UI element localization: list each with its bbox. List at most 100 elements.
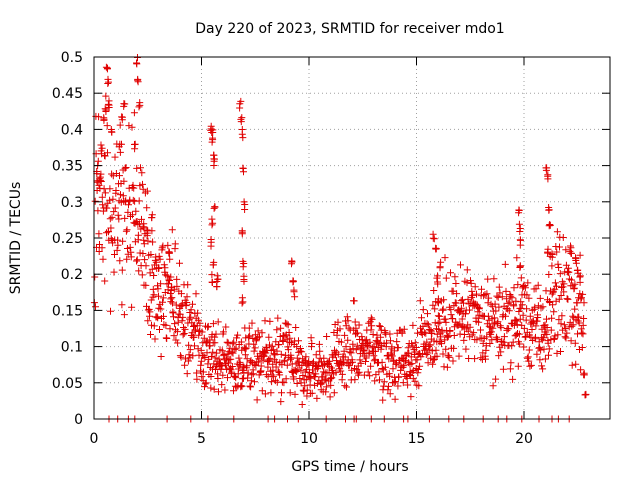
scatter-point (248, 319, 256, 327)
scatter-point (277, 398, 285, 406)
scatter-point (261, 317, 269, 325)
scatter-point (444, 332, 452, 340)
scatter-point (425, 346, 433, 354)
scatter-point (297, 345, 304, 352)
scatter-point (150, 322, 158, 330)
scatter-point (138, 169, 146, 177)
scatter-point (279, 338, 287, 345)
scatter-point (173, 328, 181, 336)
scatter-point (313, 394, 321, 402)
scatter-point (295, 348, 303, 356)
scatter-point (462, 345, 470, 353)
scatter-point (256, 333, 263, 341)
scatter-point (446, 327, 454, 334)
scatter-point (163, 335, 171, 342)
scatter-point (436, 318, 444, 326)
scatter-point (347, 349, 355, 357)
scatter-point (394, 344, 402, 352)
scatter-point (524, 279, 532, 287)
scatter-point (125, 122, 133, 130)
scatter-point (114, 241, 122, 249)
scatter-point (449, 357, 457, 365)
scatter-point (99, 201, 107, 209)
spike-point (208, 271, 216, 279)
y-tick-label: 0.35 (52, 159, 83, 175)
scatter-point (375, 368, 383, 376)
scatter-point (538, 362, 546, 370)
scatter-point (414, 369, 422, 377)
scatter-point (504, 305, 512, 313)
scatter-point (350, 297, 358, 305)
scatter-point (143, 204, 151, 212)
spike-point (239, 298, 247, 306)
scatter-point (496, 289, 504, 297)
scatter-point (466, 323, 474, 331)
scatter-point (351, 376, 359, 384)
scatter-point (450, 344, 458, 352)
scatter-point (343, 313, 351, 321)
scatter-point (404, 344, 412, 352)
scatter-point (423, 320, 431, 328)
scatter-point (196, 319, 204, 327)
scatter-point (575, 319, 583, 327)
spike-point (236, 104, 244, 112)
scatter-point (321, 376, 329, 384)
scatter-point (377, 345, 385, 353)
scatter-point (158, 244, 166, 252)
scatter-point (138, 215, 145, 223)
scatter-point (224, 374, 231, 382)
spike-point (289, 278, 297, 286)
scatter-point (221, 386, 229, 394)
scatter-point (362, 354, 370, 362)
scatter-point (189, 300, 196, 308)
scatter-point (470, 329, 478, 337)
spike-point (140, 224, 148, 232)
scatter-point (525, 346, 533, 354)
scatter-point (388, 343, 396, 351)
scatter-point (494, 318, 502, 326)
scatter-point (107, 224, 115, 232)
scatter-point (454, 321, 462, 329)
scatter-point (442, 274, 450, 282)
spike-point (542, 164, 550, 172)
scatter-point (381, 363, 389, 371)
scatter-point (244, 369, 252, 377)
scatter-point (498, 293, 506, 301)
scatter-point (492, 375, 500, 383)
scatter-point (135, 197, 143, 205)
scatter-point (177, 353, 185, 361)
scatter-point (219, 371, 227, 379)
scatter-point (122, 164, 130, 171)
scatter-point (251, 378, 258, 386)
scatter-point (486, 340, 494, 347)
scatter-point (455, 352, 463, 360)
spike-point (433, 274, 441, 282)
scatter-point (106, 196, 114, 204)
spike-point (131, 140, 139, 148)
scatter-point (371, 347, 379, 355)
scatter-point (101, 189, 109, 197)
scatter-point (371, 355, 379, 363)
scatter-point (273, 347, 281, 355)
scatter-point (237, 382, 245, 390)
scatter-point (424, 359, 432, 367)
scatter-point (387, 337, 394, 345)
scatter-point (577, 295, 585, 303)
scatter-point (258, 329, 266, 337)
spike-point (548, 250, 556, 258)
scatter-point (220, 328, 227, 336)
scatter-point (171, 240, 179, 248)
scatter-point (242, 344, 250, 352)
scatter-point (475, 318, 483, 326)
scatter-point (483, 333, 491, 341)
scatter-point (355, 368, 363, 376)
scatter-point (504, 299, 512, 307)
scatter-point (209, 320, 217, 328)
scatter-point (306, 373, 314, 381)
scatter-point (387, 351, 395, 359)
scatter-point (266, 317, 274, 325)
y-tick-label: 0.1 (61, 340, 83, 356)
scatter-point (106, 185, 114, 193)
scatter-point (160, 312, 167, 320)
scatter-point (483, 290, 491, 298)
